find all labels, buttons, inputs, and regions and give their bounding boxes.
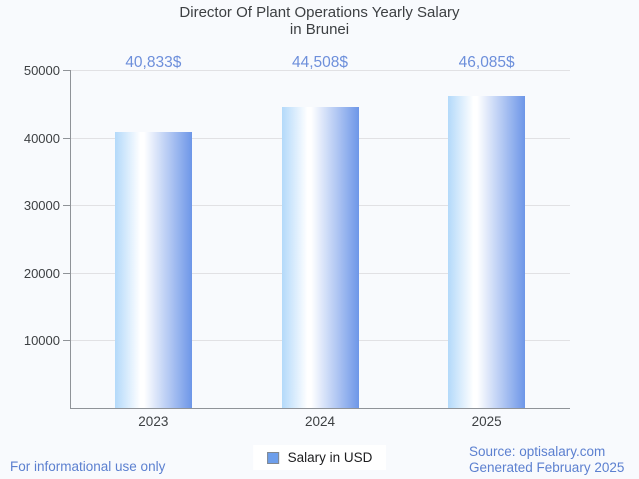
y-tick-label: 10000 — [23, 333, 60, 349]
y-axis-tick — [63, 205, 70, 207]
salary-bar — [281, 107, 359, 408]
source-block: Source: optisalary.com Generated Februar… — [469, 444, 624, 475]
x-tick-label: 2024 — [304, 414, 336, 429]
source-text: Source: optisalary.com — [469, 444, 606, 459]
chart-title-line1: Director Of Plant Operations Yearly Sala… — [179, 4, 460, 21]
y-axis-tick — [63, 70, 70, 71]
y-axis-tick — [63, 137, 70, 139]
x-tick-label: 2023 — [138, 414, 169, 429]
y-tick-label: 50000 — [23, 63, 60, 78]
y-axis-tick — [63, 340, 70, 342]
x-axis-line — [70, 408, 570, 409]
generated-text: Generated February 2025 — [469, 459, 625, 475]
y-tick-label: 30000 — [23, 198, 60, 214]
salary-bar — [448, 96, 526, 408]
y-tick-label: 40000 — [23, 130, 60, 146]
chart-title: Director Of Plant Operations Yearly Sala… — [0, 4, 639, 38]
legend-label: Salary in USD — [287, 450, 373, 465]
legend-swatch-icon — [266, 451, 279, 464]
chart-title-line2: in Brunei — [289, 21, 350, 38]
bar-value-label: 44,508$ — [291, 54, 349, 71]
salary-bar — [114, 131, 192, 408]
y-axis-line — [70, 70, 71, 408]
y-tick-label: 20000 — [23, 265, 60, 281]
y-axis-tick — [63, 272, 70, 274]
disclaimer-text: For informational use only — [10, 459, 166, 474]
legend: Salary in USD — [252, 445, 387, 470]
x-tick-label: 2025 — [471, 414, 502, 429]
bar-value-label: 40,833$ — [125, 54, 182, 71]
gridline — [70, 70, 570, 71]
bar-value-label: 46,085$ — [458, 54, 515, 71]
